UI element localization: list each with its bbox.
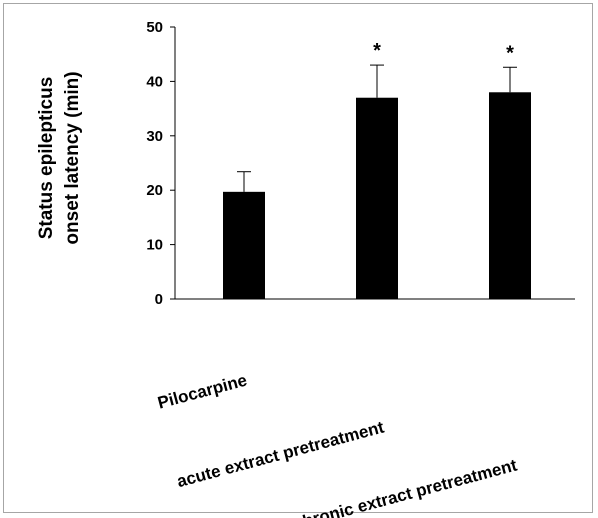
error-bars bbox=[237, 64, 517, 192]
bars bbox=[223, 92, 531, 299]
x-category-label: chronic extract pretreatment bbox=[291, 455, 519, 518]
y-tick-label: 10 bbox=[146, 237, 163, 254]
x-category-label: acute extract pretreatment bbox=[175, 417, 386, 491]
y-tick-label: 30 bbox=[146, 128, 163, 145]
significance-marks: * * bbox=[373, 40, 514, 64]
bar bbox=[356, 97, 398, 299]
x-category-label: Pilocarpine bbox=[156, 371, 249, 413]
bar bbox=[223, 191, 265, 299]
y-tick-label: 40 bbox=[146, 73, 163, 90]
significance-asterisk: * bbox=[373, 40, 381, 62]
y-axis-title-line2: onset latency (min) bbox=[62, 71, 83, 244]
y-ticks: 0 10 20 30 40 50 bbox=[146, 19, 175, 308]
bar bbox=[489, 92, 531, 299]
y-tick-label: 0 bbox=[155, 291, 163, 308]
y-axis-title-line1: Status epilepticus bbox=[36, 77, 57, 240]
y-axis-title: Status epilepticus onset latency (min) bbox=[36, 71, 83, 244]
significance-asterisk: * bbox=[506, 42, 514, 64]
y-tick-label: 50 bbox=[146, 19, 163, 36]
y-tick-label: 20 bbox=[146, 182, 163, 199]
